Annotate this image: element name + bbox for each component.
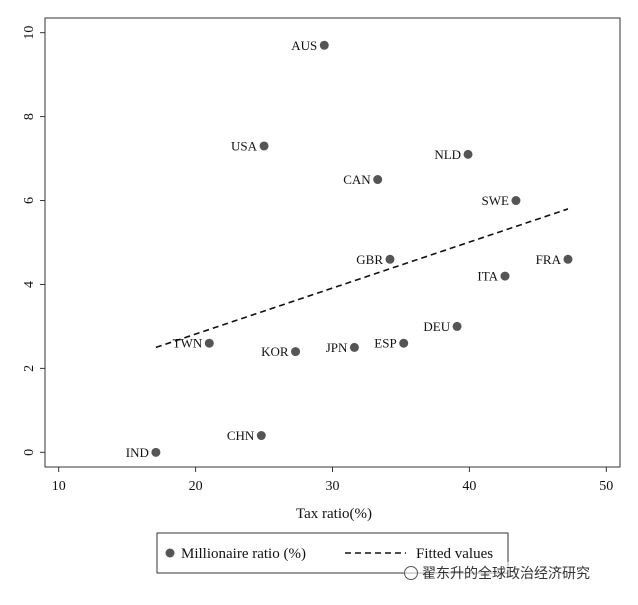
data-point-chn <box>256 431 266 441</box>
wechat-icon <box>404 566 418 580</box>
point-label-usa: USA <box>231 138 258 153</box>
watermark: 翟东升的全球政治经济研究 <box>404 562 636 584</box>
legend-label-millionaire: Millionaire ratio (%) <box>181 546 306 562</box>
data-point-deu <box>452 321 462 331</box>
data-point-swe <box>511 196 521 206</box>
data-point-kor <box>291 347 301 357</box>
x-axis-title: Tax ratio(%) <box>296 506 372 522</box>
x-tick-label: 50 <box>599 479 613 494</box>
point-label-ita: ITA <box>477 269 498 284</box>
point-label-ind: IND <box>126 445 149 460</box>
point-label-esp: ESP <box>374 336 396 351</box>
legend-label-fitted: Fitted values <box>416 546 493 562</box>
data-point-jpn <box>349 342 359 352</box>
y-tick-label: 2 <box>22 365 37 372</box>
point-label-fra: FRA <box>536 252 562 267</box>
fitted-line-layer <box>155 208 569 349</box>
data-point-nld <box>463 149 473 159</box>
point-label-swe: SWE <box>481 193 509 208</box>
x-tick-label: 30 <box>326 479 340 494</box>
x-tick-label: 20 <box>189 479 203 494</box>
y-tick-label: 6 <box>22 197 37 204</box>
watermark-text: 翟东升的全球政治经济研究 <box>422 566 590 582</box>
y-tick-label: 4 <box>22 281 37 288</box>
x-tick-label: 40 <box>462 479 476 494</box>
y-tick-label: 0 <box>22 449 37 456</box>
data-point-can <box>373 175 383 185</box>
point-label-can: CAN <box>343 172 371 187</box>
y-tick-label: 8 <box>22 113 37 120</box>
point-label-kor: KOR <box>261 344 289 359</box>
fitted-values-line <box>155 208 569 349</box>
x-axis: 10 20 30 40 50 <box>52 467 613 494</box>
point-label-gbr: GBR <box>356 252 383 267</box>
data-point-ind <box>151 447 161 457</box>
point-label-nld: NLD <box>434 147 461 162</box>
y-tick-label: 10 <box>22 26 37 40</box>
data-point-fra <box>563 254 573 264</box>
data-point-esp <box>399 338 409 348</box>
x-tick-label: 10 <box>52 479 66 494</box>
data-point-ita <box>500 271 510 281</box>
data-point-aus <box>319 40 329 50</box>
data-point-usa <box>259 141 269 151</box>
plot-frame <box>44 17 621 468</box>
data-point-gbr <box>385 254 395 264</box>
point-label-chn: CHN <box>227 428 255 443</box>
point-label-twn: TWN <box>173 336 203 351</box>
point-label-deu: DEU <box>423 319 450 334</box>
legend-marker-millionaire <box>165 548 175 558</box>
y-axis: 0 2 4 6 8 10 <box>22 26 45 456</box>
points-layer: AUS USA NLD CAN SWE GBR FRA ITA DEU TWN ESP JPN KOR C… <box>126 38 573 460</box>
point-label-jpn: JPN <box>326 340 348 355</box>
point-label-aus: AUS <box>291 38 317 53</box>
data-point-twn <box>204 338 214 348</box>
